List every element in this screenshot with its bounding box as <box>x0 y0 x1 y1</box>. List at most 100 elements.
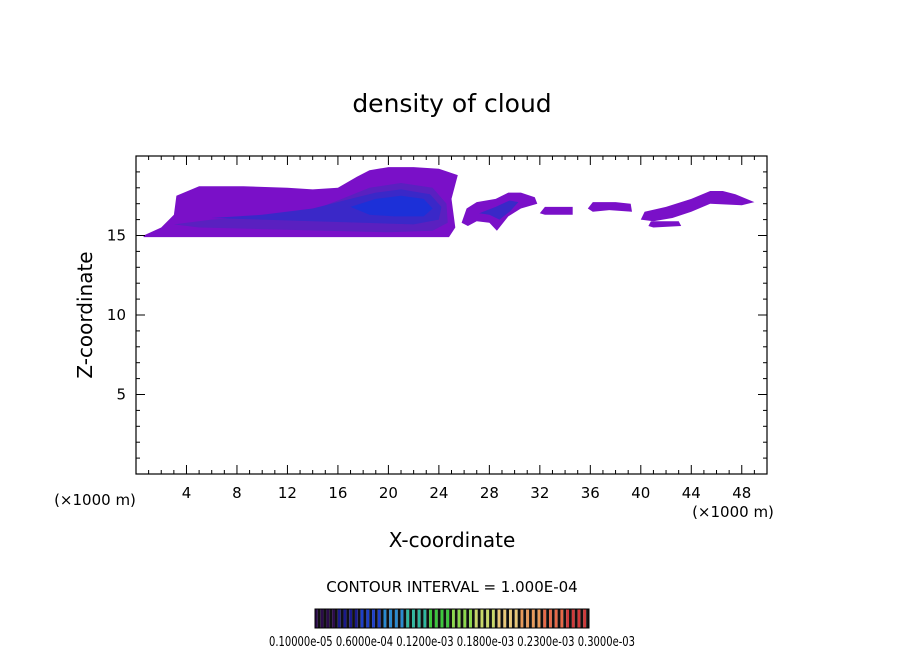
colorbar-swatch <box>315 609 318 628</box>
colorbar-swatch <box>520 609 524 628</box>
y-tick-label: 15 <box>107 227 126 245</box>
colorbar-swatch <box>426 609 430 628</box>
colorbar-swatch <box>503 609 507 628</box>
colorbar-swatch <box>394 609 398 628</box>
colorbar-swatch <box>397 609 401 628</box>
colorbar-swatch <box>449 609 452 628</box>
x-tick-label: 28 <box>480 484 499 502</box>
colorbar-swatch <box>546 609 550 628</box>
colorbar-swatch <box>486 609 490 628</box>
colorbar-swatch <box>366 609 370 628</box>
colorbar-swatch <box>549 609 552 628</box>
colorbar-swatch <box>543 609 547 628</box>
colorbar-swatch <box>500 609 504 628</box>
colorbar <box>314 608 590 629</box>
x-tick-label: 16 <box>328 484 347 502</box>
colorbar-swatch <box>574 609 578 628</box>
colorbar-swatch <box>437 609 441 628</box>
colorbar-swatch <box>586 609 589 628</box>
colorbar-swatch <box>380 609 384 628</box>
colorbar-swatch <box>566 609 570 628</box>
colorbar-swatch <box>466 609 470 628</box>
colorbar-swatch <box>537 609 541 628</box>
colorbar-swatch <box>457 609 461 628</box>
cloud-32km-outer-contour <box>539 206 573 215</box>
colorbar-swatch <box>480 609 484 628</box>
colorbar-swatch <box>489 609 492 628</box>
cloud-42km-low-outer-contour <box>648 221 682 228</box>
colorbar-swatch <box>434 609 438 628</box>
colorbar-swatch <box>317 609 321 628</box>
colorbar-swatch <box>423 609 427 628</box>
x-tick-label: 44 <box>682 484 701 502</box>
colorbar-swatch <box>340 609 344 628</box>
x-tick-label: 48 <box>732 484 751 502</box>
colorbar-swatch <box>580 609 584 628</box>
colorbar-swatch <box>534 609 538 628</box>
colorbar-swatch <box>337 609 341 628</box>
colorbar-swatch <box>403 609 407 628</box>
colorbar-swatch <box>420 609 424 628</box>
colorbar-swatch <box>334 609 338 628</box>
colorbar-swatch <box>377 609 381 628</box>
colorbar-swatch <box>483 609 487 628</box>
x-tick-label: 36 <box>581 484 600 502</box>
cloud-37km-outer-contour <box>587 202 632 212</box>
x-tick-label: 8 <box>232 484 242 502</box>
colorbar-swatch <box>323 609 327 628</box>
colorbar-swatch <box>363 609 367 628</box>
colorbar-swatch <box>526 609 530 628</box>
colorbar-swatch <box>432 609 435 628</box>
colorbar-swatch <box>477 609 481 628</box>
colorbar-swatch <box>412 609 415 628</box>
colorbar-swatch <box>529 609 532 628</box>
x-tick-label: 12 <box>278 484 297 502</box>
colorbar-swatch <box>571 609 575 628</box>
x-axis-ticks: 4 8 12 16 20 24 28 32 36 40 44 48 <box>148 156 755 502</box>
contour-interval-label: CONTOUR INTERVAL = 1.000E-04 <box>326 578 577 596</box>
colorbar-swatch <box>460 609 464 628</box>
colorbar-swatch <box>383 609 387 628</box>
colorbar-swatch <box>392 609 395 628</box>
colorbar-swatch <box>497 609 501 628</box>
colorbar-swatch <box>506 609 510 628</box>
chart-title: density of cloud <box>352 89 551 118</box>
colorbar-swatch <box>446 609 450 628</box>
colorbar-swatch <box>354 609 358 628</box>
colorbar-frame <box>314 608 590 629</box>
colorbar-swatch <box>443 609 447 628</box>
colorbar-swatch <box>409 609 413 628</box>
y-tick-label: 10 <box>107 306 126 324</box>
colorbar-swatch <box>329 609 333 628</box>
colorbar-swatch <box>583 609 587 628</box>
x-unit-label-right: (×1000 m) <box>692 503 774 521</box>
colorbar-swatch <box>452 609 455 628</box>
x-tick-label: 24 <box>429 484 448 502</box>
plot-area <box>135 155 768 475</box>
colorbar-swatch <box>569 609 572 628</box>
colorbar-swatch <box>554 609 558 628</box>
cloud-44km-outer-contour <box>640 191 755 222</box>
colorbar-swatch <box>540 609 544 628</box>
y-axis-label: Z-coordinate <box>73 251 97 378</box>
colorbar-swatch <box>332 609 335 628</box>
colorbar-swatch <box>511 609 515 628</box>
colorbar-swatch <box>440 609 444 628</box>
colorbar-swatch <box>491 609 495 628</box>
colorbar-swatch <box>471 609 475 628</box>
colorbar-swatch <box>560 609 564 628</box>
colorbar-swatch <box>494 609 498 628</box>
colorbar-swatch <box>454 609 458 628</box>
colorbar-swatch <box>414 609 418 628</box>
colorbar-swatch <box>349 609 353 628</box>
colorbar-labels: 0.10000e-05 0.6000e-04 0.1200e-03 0.1800… <box>269 634 635 650</box>
x-tick-label: 40 <box>631 484 650 502</box>
colorbar-swatch <box>386 609 390 628</box>
cloud-28km-inner-contour <box>479 200 519 220</box>
colorbar-swatch <box>357 609 361 628</box>
colorbar-swatch <box>429 609 433 628</box>
colorbar-swatch <box>417 609 421 628</box>
colorbar-swatch <box>369 609 373 628</box>
colorbar-swatch <box>360 609 364 628</box>
